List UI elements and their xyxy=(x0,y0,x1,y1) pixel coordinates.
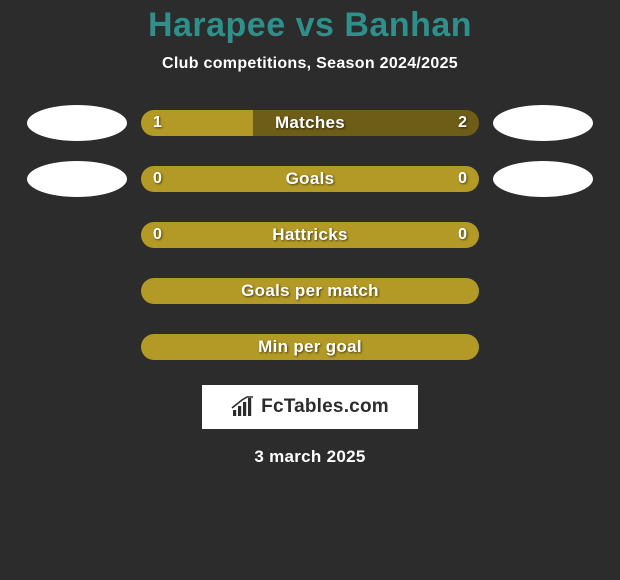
comparison-bars: Matches12 Goals00 Hattricks00 Goals per mat… xyxy=(0,105,620,365)
subtitle: Club competitions, Season 2024/2025 xyxy=(0,55,620,73)
root: Harapee vs Banhan Club competitions, Sea… xyxy=(0,0,620,580)
bar-chart-icon xyxy=(231,396,257,418)
comparison-row: Goals per match xyxy=(0,273,620,309)
team-a-badge xyxy=(27,161,127,197)
bar-segment-right xyxy=(253,110,479,136)
bar-segment-right xyxy=(310,222,479,248)
team-a-badge xyxy=(27,105,127,141)
team-b-name: Banhan xyxy=(344,6,472,44)
comparison-row: Min per goal xyxy=(0,329,620,365)
bar-segment-right xyxy=(310,166,479,192)
bar-segment-left xyxy=(141,222,310,248)
comparison-row: Hattricks00 xyxy=(0,217,620,253)
match-date: 3 march 2025 xyxy=(0,447,620,467)
team-b-badge xyxy=(493,161,593,197)
stat-bar: Goals per match xyxy=(141,278,479,304)
stat-bar: Matches12 xyxy=(141,110,479,136)
comparison-row: Goals00 xyxy=(0,161,620,197)
stat-bar: Goals00 xyxy=(141,166,479,192)
team-a-name: Harapee xyxy=(148,6,286,44)
bar-segment-left xyxy=(141,166,310,192)
comparison-row: Matches12 xyxy=(0,105,620,141)
bar-segment-left xyxy=(141,334,479,360)
team-b-badge xyxy=(493,105,593,141)
bar-segment-left xyxy=(141,110,253,136)
fctables-logo[interactable]: FcTables.com xyxy=(202,385,418,429)
vs-separator: vs xyxy=(296,6,335,44)
stat-bar: Min per goal xyxy=(141,334,479,360)
stat-bar: Hattricks00 xyxy=(141,222,479,248)
bar-segment-left xyxy=(141,278,479,304)
page-title: Harapee vs Banhan xyxy=(0,6,620,45)
logo-text: FcTables.com xyxy=(261,396,389,418)
